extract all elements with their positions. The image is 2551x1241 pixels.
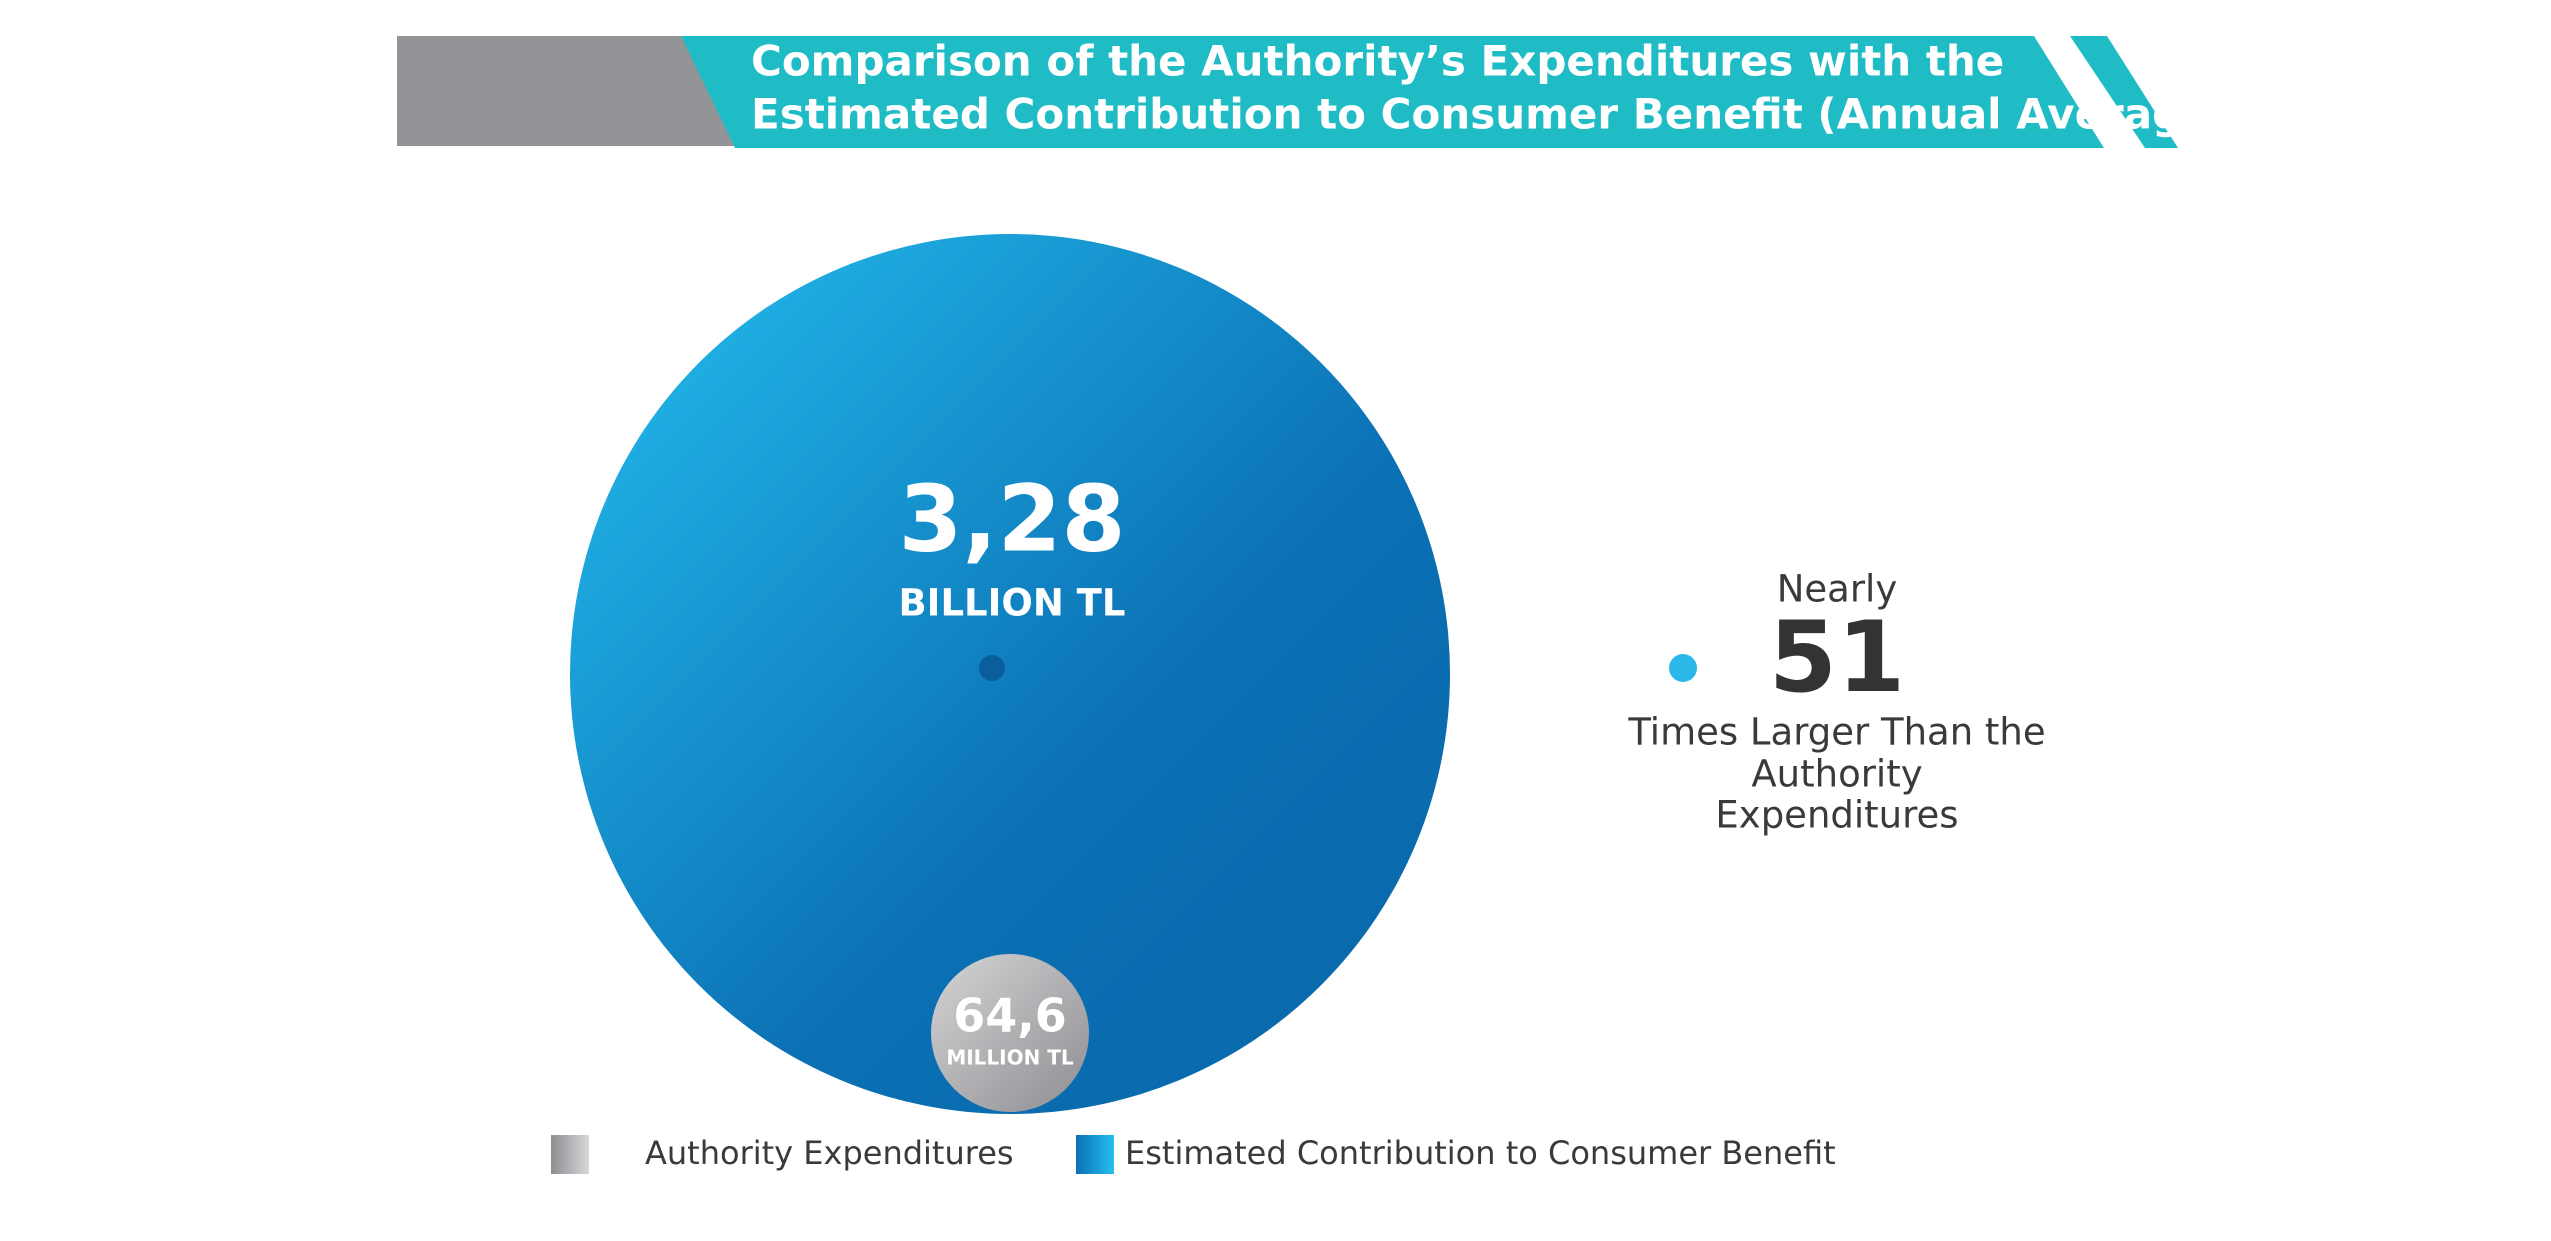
header-gray-block <box>397 36 735 146</box>
connector-dot <box>1669 654 1697 682</box>
header-banner <box>681 36 2104 148</box>
legend-label: Authority Expenditures <box>645 1134 1014 1172</box>
small-bubble <box>931 954 1089 1112</box>
big-bubble-value: 3,28 <box>899 465 1126 572</box>
title-line: Comparison of the Authority’s Expenditur… <box>751 37 2004 86</box>
connector-dot <box>979 655 1005 681</box>
small-bubble-unit: MILLION TL <box>946 1046 1074 1070</box>
title-line: Estimated Contribution to Consumer Benef… <box>751 90 2230 139</box>
big-bubble <box>570 234 1450 1114</box>
legend-label: Estimated Contribution to Consumer Benef… <box>1125 1134 1836 1172</box>
callout-text: Expenditures <box>1715 794 1958 837</box>
callout-value: 51 <box>1769 601 1905 715</box>
header-stripe <box>2070 36 2178 148</box>
legend-swatch <box>1076 1135 1114 1174</box>
callout-text: Authority <box>1751 753 1922 796</box>
callout-text: Times Larger Than the <box>1627 711 2045 754</box>
big-bubble-unit: BILLION TL <box>898 582 1125 625</box>
legend-swatch <box>551 1135 589 1174</box>
small-bubble-value: 64,6 <box>953 989 1067 1043</box>
callout-prefix: Nearly <box>1777 568 1898 611</box>
